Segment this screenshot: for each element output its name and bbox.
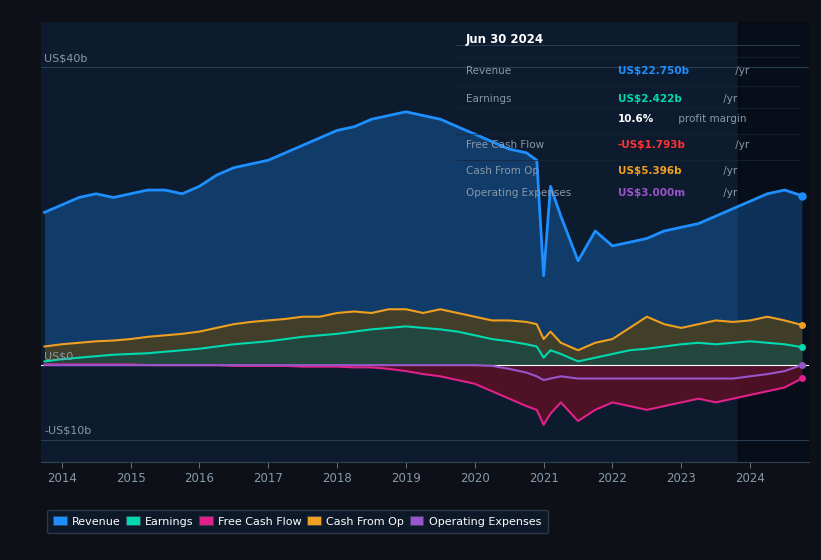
Legend: Revenue, Earnings, Free Cash Flow, Cash From Op, Operating Expenses: Revenue, Earnings, Free Cash Flow, Cash …	[47, 510, 548, 533]
Text: Jun 30 2024: Jun 30 2024	[466, 32, 544, 45]
Text: /yr: /yr	[720, 94, 737, 104]
Text: US$40b: US$40b	[44, 53, 88, 63]
Text: /yr: /yr	[732, 140, 749, 150]
Text: US$2.422b: US$2.422b	[617, 94, 681, 104]
Text: /yr: /yr	[720, 166, 737, 176]
Text: Cash From Op: Cash From Op	[466, 166, 539, 176]
Text: /yr: /yr	[732, 66, 749, 76]
Text: US$0: US$0	[44, 352, 74, 361]
Text: Revenue: Revenue	[466, 66, 511, 76]
Text: Operating Expenses: Operating Expenses	[466, 188, 571, 198]
Text: Earnings: Earnings	[466, 94, 511, 104]
Text: profit margin: profit margin	[675, 114, 746, 124]
Text: -US$10b: -US$10b	[44, 426, 92, 436]
Text: US$5.396b: US$5.396b	[617, 166, 681, 176]
Text: -US$1.793b: -US$1.793b	[617, 140, 686, 150]
Text: Free Cash Flow: Free Cash Flow	[466, 140, 544, 150]
Text: /yr: /yr	[720, 188, 737, 198]
Text: 10.6%: 10.6%	[617, 114, 654, 124]
Text: US$3.000m: US$3.000m	[617, 188, 685, 198]
Bar	[738, 22, 809, 462]
Text: US$22.750b: US$22.750b	[617, 66, 689, 76]
